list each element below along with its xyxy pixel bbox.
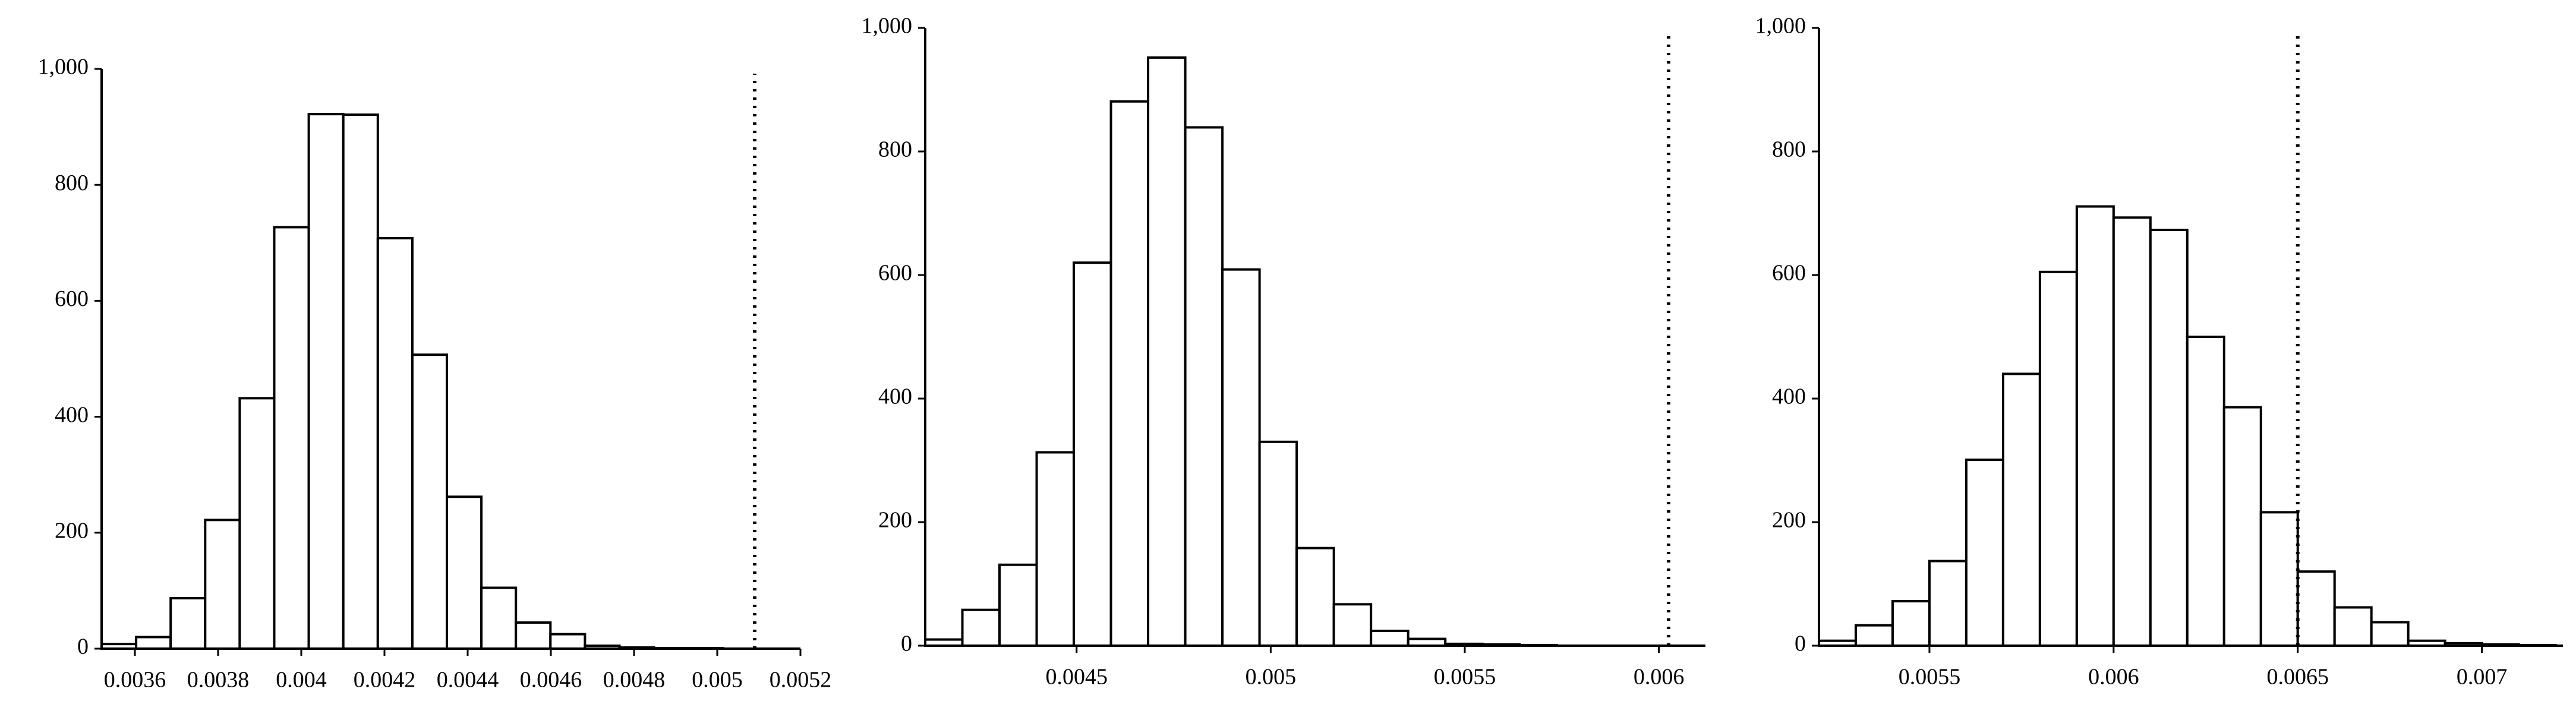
x-tick-label: 0.007 xyxy=(2457,665,2508,690)
bar xyxy=(2075,205,2115,647)
bar xyxy=(342,113,379,650)
bar xyxy=(480,586,518,650)
bar xyxy=(1035,451,1076,647)
y-tick-label: 600 xyxy=(1772,261,1806,286)
bar xyxy=(549,633,587,650)
bar xyxy=(2001,372,2041,647)
x-tick-label: 0.006 xyxy=(1634,665,1685,690)
x-tick-label: 0.0044 xyxy=(437,668,499,693)
bar xyxy=(1221,268,1261,647)
x-tick-label: 0.0046 xyxy=(520,668,582,693)
bar xyxy=(1965,458,2004,647)
y-tick-label: 1,000 xyxy=(862,14,913,39)
bar xyxy=(1073,261,1112,647)
x-tick-label: 0.004 xyxy=(276,668,327,693)
bar xyxy=(2222,406,2262,647)
y-tick-label: 200 xyxy=(878,508,912,533)
bar xyxy=(1928,560,1968,647)
bar xyxy=(446,495,483,650)
y-tick-label: 400 xyxy=(1772,384,1806,409)
bar xyxy=(961,608,1001,647)
bar xyxy=(307,113,345,650)
x-tick-label: 0.0045 xyxy=(1046,665,1108,690)
y-tick-label: 400 xyxy=(878,384,912,409)
bar xyxy=(238,397,276,650)
x-tick-label: 0.006 xyxy=(2088,665,2139,690)
x-tick-label: 0.0036 xyxy=(104,668,166,693)
y-tick-label: 200 xyxy=(1772,508,1806,533)
bar xyxy=(515,621,552,650)
y-tick-label: 0 xyxy=(1795,631,1806,656)
bar xyxy=(1854,624,1894,647)
bar xyxy=(2038,270,2078,647)
bar xyxy=(2149,229,2189,647)
bar xyxy=(2370,621,2410,647)
x-tick-label: 0.0052 xyxy=(770,668,832,693)
bar xyxy=(2259,511,2299,647)
bar xyxy=(411,353,449,650)
bar xyxy=(998,563,1038,647)
bar xyxy=(1258,440,1298,647)
bar xyxy=(273,226,310,650)
bar xyxy=(1332,603,1373,647)
y-tick-label: 200 xyxy=(55,519,89,544)
bar xyxy=(2112,216,2152,647)
y-tick-label: 1,000 xyxy=(1755,14,1806,39)
x-tick-label: 0.0038 xyxy=(187,668,250,693)
y-tick-label: 800 xyxy=(878,137,912,162)
x-tick-label: 0.0065 xyxy=(2266,665,2329,690)
x-tick-label: 0.0042 xyxy=(354,668,416,693)
x-tick-label: 0.0048 xyxy=(603,668,666,693)
bar xyxy=(1184,126,1224,647)
bar xyxy=(1147,56,1187,647)
bar xyxy=(1295,546,1335,647)
y-tick-label: 600 xyxy=(55,286,89,311)
x-tick-label: 0.0055 xyxy=(1434,665,1496,690)
bar xyxy=(376,236,414,650)
y-tick-label: 600 xyxy=(878,261,912,286)
bar xyxy=(204,519,241,650)
y-tick-label: 0 xyxy=(77,634,89,659)
bar xyxy=(1109,100,1150,647)
bar xyxy=(2333,606,2373,647)
bar xyxy=(135,636,172,650)
x-tick-label: 0.005 xyxy=(692,668,743,693)
x-tick-label: 0.0055 xyxy=(1899,665,1961,690)
y-tick-label: 800 xyxy=(55,170,89,195)
bar xyxy=(2186,336,2225,647)
bar xyxy=(1891,600,1931,647)
x-tick-label: 0.005 xyxy=(1246,665,1297,690)
bar xyxy=(169,597,207,650)
bar xyxy=(2296,570,2336,647)
y-tick-label: 400 xyxy=(55,402,89,427)
bar xyxy=(1370,630,1410,647)
y-tick-label: 800 xyxy=(1772,137,1806,162)
y-tick-label: 0 xyxy=(901,631,912,656)
y-tick-label: 1,000 xyxy=(38,55,89,80)
